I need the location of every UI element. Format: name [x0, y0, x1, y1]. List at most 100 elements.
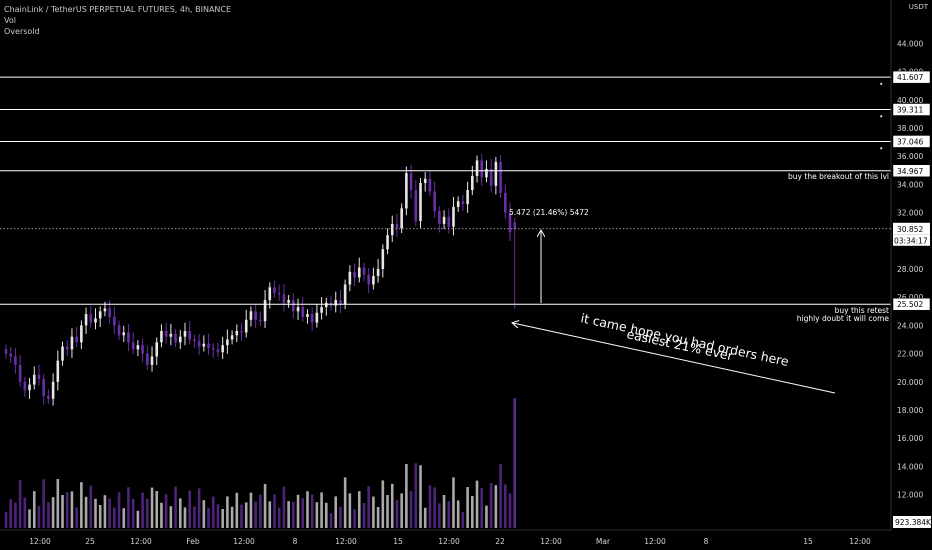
alert-icon[interactable]: • [879, 144, 883, 153]
candle-body [259, 319, 262, 322]
level-price-tag [892, 297, 931, 311]
volume-indicator-label[interactable]: Vol [4, 16, 16, 25]
volume-bar [61, 495, 64, 528]
candle-body [414, 190, 418, 222]
candle-body [423, 178, 427, 183]
candle-body [419, 182, 422, 222]
candle-body [65, 346, 69, 350]
alert-icon[interactable]: • [879, 80, 883, 89]
candle-body [240, 331, 243, 333]
candle-body [386, 235, 389, 250]
volume-bar [127, 487, 130, 528]
volume-bar [489, 483, 493, 528]
volume-bar [117, 492, 121, 528]
pointer-arrow[interactable] [513, 323, 836, 394]
candle-body [485, 168, 488, 178]
volume-bar [503, 484, 507, 528]
volume-bar [480, 488, 484, 528]
volume-bar [113, 507, 116, 528]
last-price-tag [893, 222, 930, 235]
volume-bar [230, 506, 234, 528]
volume-bar [357, 491, 361, 528]
candle-body [42, 378, 45, 396]
volume-bar [80, 482, 83, 528]
candle-body [409, 173, 413, 191]
volume-bar [197, 488, 201, 528]
level-price-tag [892, 103, 931, 116]
candle-body [273, 287, 276, 293]
volume-bar [18, 480, 22, 528]
candle-body [475, 160, 479, 176]
countdown-tag [893, 234, 930, 246]
candle-body [376, 269, 380, 277]
oversold-indicator-label[interactable]: Oversold [4, 27, 40, 36]
volume-bar [428, 485, 432, 528]
volume-bar [259, 494, 262, 528]
volume-bar [65, 492, 69, 528]
volume-bar [207, 507, 210, 528]
volume-bar [423, 507, 427, 528]
volume-bar [513, 398, 517, 528]
candle-body [292, 300, 295, 312]
candle-body [136, 345, 140, 350]
candle-body [494, 161, 498, 186]
candle-body [306, 314, 309, 317]
volume-bar [202, 500, 206, 528]
volume-bar [447, 501, 451, 528]
candle-body [461, 201, 465, 205]
x-tick-label: 12:00 [130, 537, 152, 546]
candle-body [202, 343, 206, 347]
candle-body [395, 223, 399, 229]
y-tick-label: 14.000 [897, 462, 923, 471]
volume-bar [75, 507, 78, 528]
x-tick-label: 12:00 [540, 537, 562, 546]
volume-bar [306, 491, 309, 528]
candle-body [61, 346, 64, 361]
x-tick-label: 15 [803, 537, 813, 546]
volume-tag [893, 516, 931, 528]
y-tick-label: 20.000 [897, 378, 923, 387]
retest-doubt-note: highly doubt it will come [797, 314, 890, 323]
volume-bar [334, 496, 338, 528]
volume-bars [4, 398, 517, 528]
candle-body [362, 267, 366, 275]
volume-bar [131, 499, 135, 528]
candle-body [381, 249, 385, 269]
candle-body [47, 395, 50, 399]
candle-body [51, 381, 55, 399]
candle-body [122, 332, 126, 336]
candle-body [442, 216, 446, 224]
candle-body [268, 287, 272, 301]
volume-bar [471, 496, 474, 528]
y-tick-label: 12.000 [897, 491, 923, 500]
candle-body [249, 311, 253, 320]
candle-body [178, 336, 182, 343]
volume-bar [409, 491, 413, 528]
candle-body [282, 294, 286, 303]
price-axis[interactable]: 44.00042.00040.00038.00036.00034.00032.0… [897, 39, 923, 499]
x-tick-label: 15 [393, 537, 403, 546]
volume-bar [32, 491, 36, 528]
x-tick-label: 8 [704, 537, 709, 546]
volume-bar [348, 493, 352, 528]
candle-body [301, 307, 305, 317]
alert-icon[interactable]: • [879, 113, 883, 122]
volume-bar [310, 494, 314, 528]
time-axis[interactable]: 12:00 25 12:00 Feb 12:00 8 12:00 15 12:00 22 12:00… [29, 537, 871, 546]
volume-bar [28, 509, 31, 528]
volume-bar [216, 504, 220, 528]
candle-body [4, 349, 8, 354]
volume-bar [372, 496, 375, 528]
level-price-tag [892, 135, 931, 148]
volume-bar [400, 493, 403, 528]
candle-body [438, 211, 441, 224]
volume-bar [108, 498, 111, 528]
candle-body [226, 339, 229, 346]
candlesticks [4, 153, 517, 406]
candle-body [127, 332, 130, 343]
volume-bar [211, 496, 215, 528]
candle-body [70, 336, 74, 350]
candle-body [244, 319, 248, 333]
candle-body [80, 325, 83, 343]
